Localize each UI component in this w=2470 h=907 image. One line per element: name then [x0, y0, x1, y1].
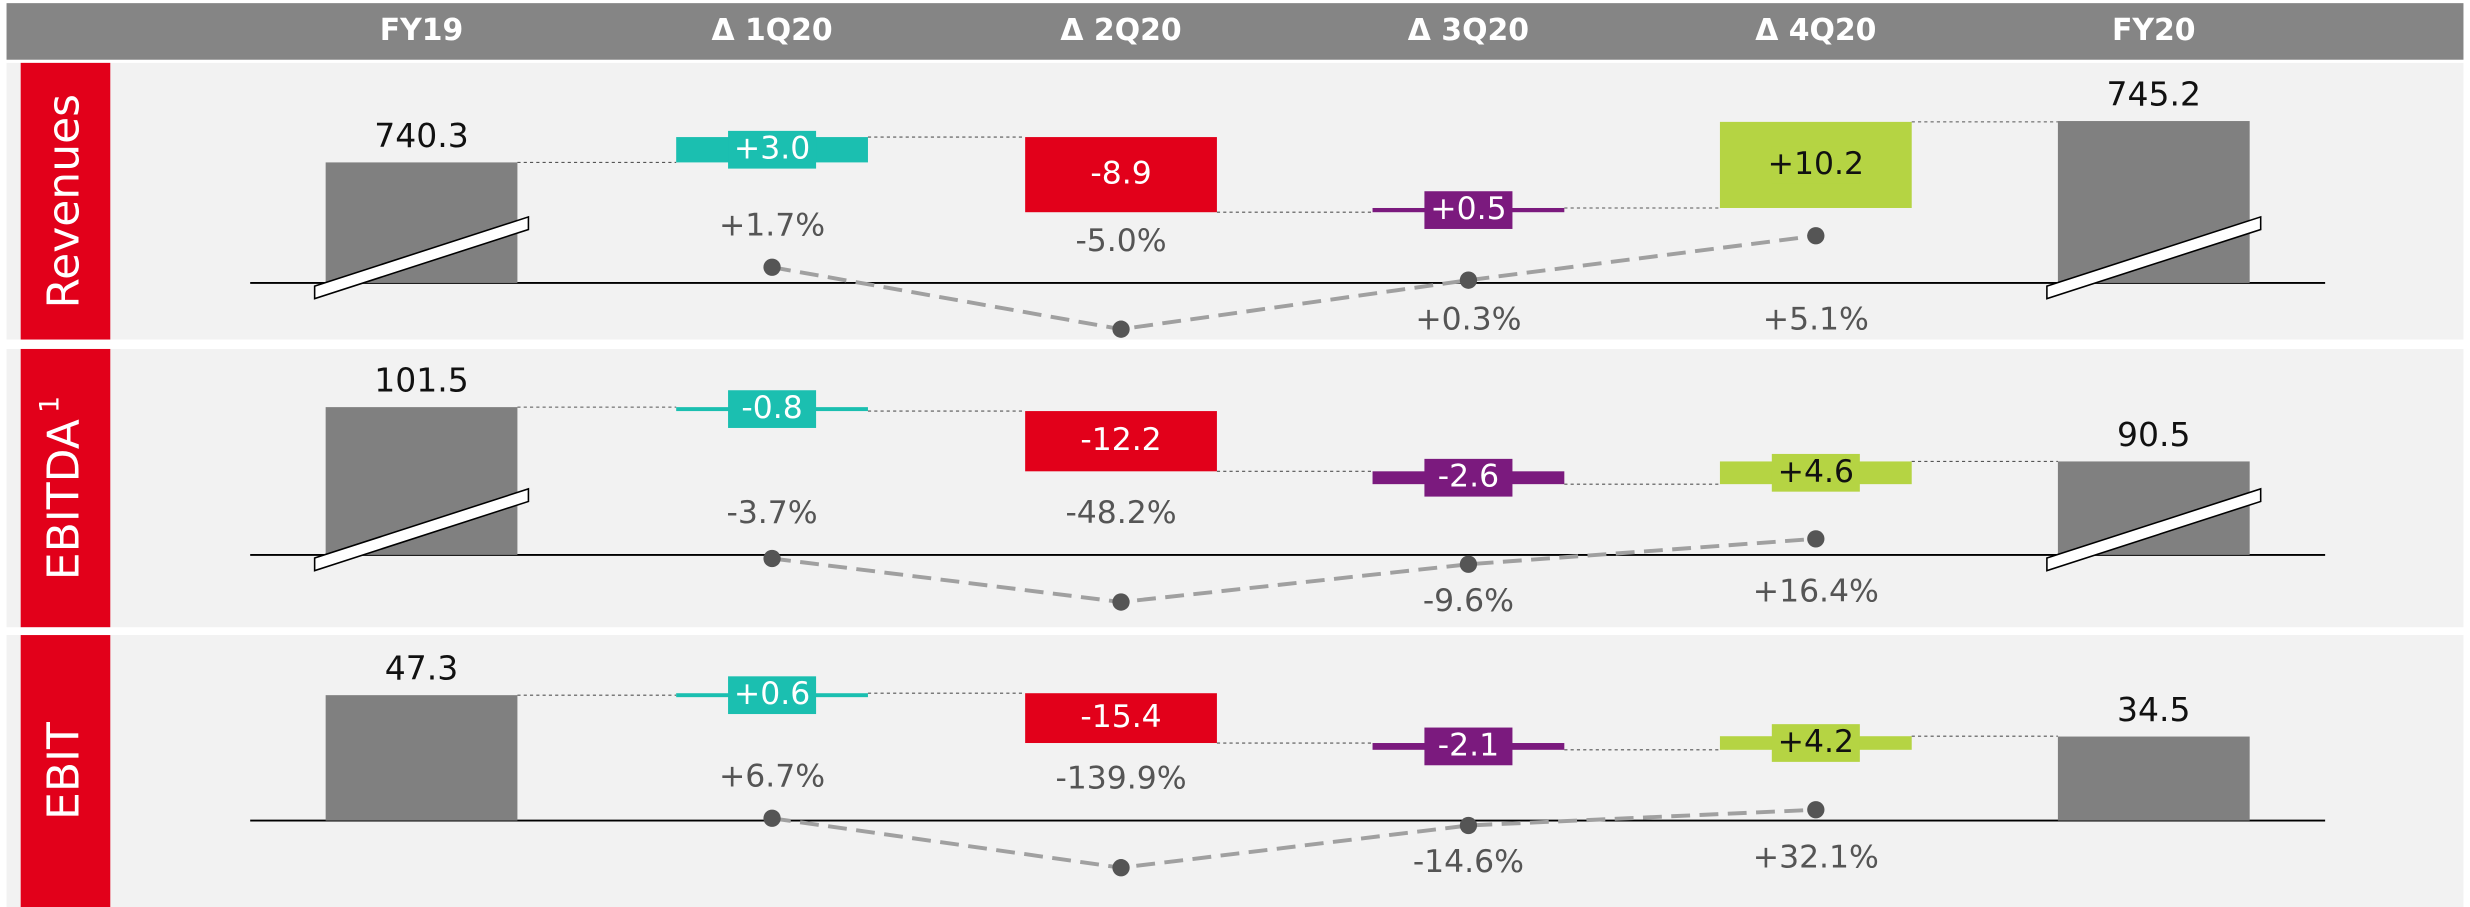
growth-label: +16.4% — [1753, 574, 1879, 610]
panel-title: EBIT — [38, 722, 89, 820]
total-label: 740.3 — [374, 116, 468, 155]
delta-label-bg — [728, 390, 817, 428]
delta-label-bg — [1771, 453, 1860, 492]
growth-label: +1.7% — [719, 207, 825, 243]
header-bar — [6, 3, 2464, 60]
delta-label-bg — [1424, 458, 1513, 497]
growth-label: +32.1% — [1753, 839, 1879, 875]
total-label: 101.5 — [374, 360, 468, 399]
growth-label: -5.0% — [1075, 223, 1166, 259]
delta-label-bg — [728, 130, 817, 169]
growth-dot — [1807, 530, 1825, 548]
growth-dot — [763, 809, 781, 827]
column-header: FY20 — [2112, 13, 2196, 48]
delta-label-bg — [1077, 155, 1166, 194]
total-bar — [325, 695, 518, 821]
total-bar — [2057, 736, 2250, 821]
delta-label-bg — [1771, 724, 1860, 762]
growth-label: +0.3% — [1415, 302, 1521, 338]
total-label: 47.3 — [385, 649, 458, 688]
axis-break — [2046, 487, 2262, 572]
axis-break — [2046, 215, 2262, 300]
growth-label: +5.1% — [1763, 302, 1869, 338]
growth-dot — [1459, 555, 1478, 573]
panel-label: EBIT — [38, 722, 89, 820]
growth-line — [771, 807, 1816, 870]
delta-label: -2.6 — [1438, 459, 1499, 495]
growth-line — [771, 233, 1817, 332]
delta-label: -12.2 — [1080, 422, 1161, 458]
delta-label-bg — [1077, 422, 1166, 461]
axis-break — [313, 487, 530, 572]
growth-dot — [763, 549, 781, 568]
growth-dot — [763, 258, 781, 276]
growth-dot — [1807, 227, 1825, 245]
column-header: FY19 — [380, 13, 464, 48]
panel-label-bg — [20, 62, 111, 340]
panel-title-note: 1 — [34, 396, 65, 413]
panel-label-bg — [20, 348, 111, 628]
growth-label: -48.2% — [1065, 495, 1176, 531]
delta-label: +10.2 — [1768, 146, 1864, 182]
panel-label-bg — [20, 635, 111, 907]
panel-title: EBITDA — [38, 419, 89, 580]
delta-label: +4.6 — [1778, 454, 1854, 490]
total-label: 34.5 — [2117, 690, 2190, 729]
total-label: 745.2 — [2107, 74, 2201, 113]
total-label: 90.5 — [2117, 415, 2190, 454]
delta-label-bg — [1771, 146, 1860, 184]
delta-label: -15.4 — [1080, 699, 1161, 735]
growth-label: -14.6% — [1413, 844, 1524, 880]
delta-label: +0.6 — [734, 676, 810, 712]
delta-label: +0.5 — [1430, 191, 1506, 227]
panel-label: Revenues — [38, 94, 89, 309]
panel-title: Revenues — [38, 94, 89, 309]
delta-label: -2.1 — [1438, 727, 1499, 763]
delta-label-bg — [1077, 699, 1166, 737]
growth-label: -139.9% — [1055, 761, 1186, 797]
growth-dot — [1459, 271, 1478, 289]
growth-label: -3.7% — [726, 495, 817, 531]
column-header: Δ 4Q20 — [1755, 13, 1876, 48]
column-header: Δ 2Q20 — [1060, 13, 1181, 48]
growth-dot — [1112, 593, 1130, 611]
delta-label: -8.9 — [1090, 156, 1151, 192]
growth-dot — [1459, 816, 1478, 835]
growth-dot — [1112, 859, 1130, 877]
delta-label-bg — [1424, 191, 1513, 229]
growth-label: +6.7% — [719, 758, 825, 794]
axis-break — [313, 215, 530, 300]
growth-line — [771, 536, 1816, 605]
delta-label-bg — [1424, 727, 1513, 766]
delta-label: +4.2 — [1778, 724, 1854, 760]
growth-dot — [1807, 801, 1825, 819]
delta-label-bg — [728, 676, 817, 715]
delta-label: +3.0 — [734, 131, 810, 167]
growth-label: -9.6% — [1423, 583, 1514, 619]
delta-label: -0.8 — [741, 390, 802, 426]
column-header: Δ 3Q20 — [1408, 13, 1529, 48]
column-header: Δ 1Q20 — [711, 13, 832, 48]
growth-dot — [1112, 320, 1130, 338]
panel-label: EBITDA 1 — [34, 396, 89, 580]
